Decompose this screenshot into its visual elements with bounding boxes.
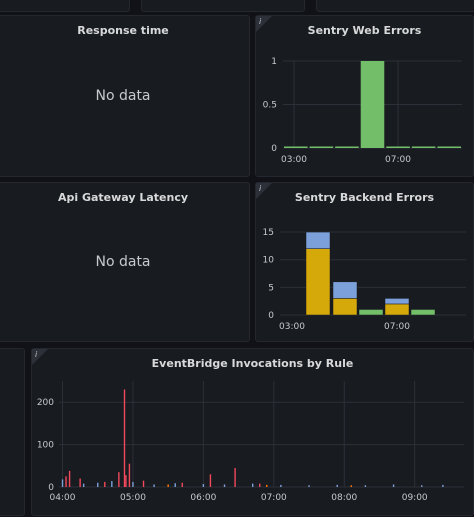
x-tick-label: 07:00 — [384, 322, 410, 332]
bottom-panel-left-partial — [0, 348, 25, 516]
info-icon[interactable]: i — [35, 350, 38, 359]
x-tick-label: 07:00 — [385, 155, 411, 165]
bar — [360, 61, 385, 148]
y-tick-label: 0 — [271, 144, 277, 154]
bar — [335, 146, 359, 148]
y-tick-label: 1 — [271, 57, 277, 67]
bar-segment — [332, 281, 358, 299]
no-data-label: No data — [95, 88, 151, 104]
api-gateway-latency-panel[interactable]: Api Gateway Latency No data — [0, 182, 250, 342]
y-tick-label: 15 — [263, 228, 274, 238]
bar-segment — [410, 309, 436, 316]
bar — [284, 146, 308, 148]
response-time-panel[interactable]: Response time No data — [0, 15, 250, 177]
panel-title: Sentry Backend Errors — [294, 191, 435, 204]
no-data-label: No data — [95, 254, 151, 270]
y-tick-label: 0.5 — [263, 101, 277, 111]
x-tick-label: 06:00 — [190, 493, 216, 503]
bar — [411, 146, 436, 148]
info-icon[interactable]: i — [259, 17, 262, 26]
x-tick-label: 03:00 — [281, 155, 307, 165]
y-tick-label: 200 — [37, 398, 54, 408]
bar-segment — [358, 309, 384, 316]
x-tick-label: 08:00 — [331, 493, 357, 503]
bar-segment — [384, 298, 410, 305]
x-tick-label: 05:00 — [120, 493, 146, 503]
info-icon[interactable]: i — [259, 184, 262, 193]
panel-title: Response time — [77, 24, 169, 37]
top-panel-mid-partial — [141, 0, 305, 12]
bar — [309, 146, 334, 148]
sentry-web-errors-panel[interactable]: i Sentry Web Errors 0 0.5 1 03:00 07:00 — [255, 15, 474, 177]
info-icon-corner[interactable] — [256, 16, 272, 32]
bar — [437, 146, 461, 148]
info-icon-corner[interactable] — [256, 183, 272, 199]
x-tick-label: 09:00 — [402, 493, 428, 503]
sentry-backend-errors-panel[interactable]: i Sentry Backend Errors 0 5 10 15 03:00 07:00 — [255, 182, 474, 342]
y-tick-label: 100 — [37, 441, 54, 451]
sentry-backend-errors-chart[interactable]: 0 5 10 15 03:00 07:00 — [256, 183, 474, 343]
y-tick-label: 0 — [268, 311, 274, 321]
top-panel-right-partial — [316, 0, 474, 12]
bar-segment — [332, 298, 358, 316]
eventbridge-invocations-chart[interactable]: 0 100 200 04:00 05:00 06:00 07:00 08:00 09:00 — [32, 349, 474, 517]
eventbridge-invocations-panel[interactable]: i EventBridge Invocations by Rule 0 100 20… — [31, 348, 474, 516]
sentry-web-errors-chart[interactable]: 0 0.5 1 03:00 07:00 — [256, 16, 474, 178]
y-tick-label: 0 — [48, 483, 54, 493]
panel-title: Api Gateway Latency — [57, 191, 189, 204]
panel-title: Sentry Web Errors — [307, 24, 422, 37]
top-panel-left-partial — [0, 0, 130, 12]
bar — [386, 146, 410, 148]
x-tick-label: 07:00 — [261, 493, 287, 503]
bar-segment — [305, 231, 331, 249]
x-tick-label: 03:00 — [279, 322, 305, 332]
y-tick-label: 5 — [268, 283, 274, 293]
panel-title: EventBridge Invocations by Rule — [151, 357, 354, 370]
bar-segment — [384, 303, 410, 316]
info-icon-corner[interactable] — [32, 349, 48, 365]
x-tick-label: 04:00 — [50, 493, 76, 503]
bar-segment — [305, 248, 331, 316]
y-tick-label: 10 — [263, 256, 275, 266]
